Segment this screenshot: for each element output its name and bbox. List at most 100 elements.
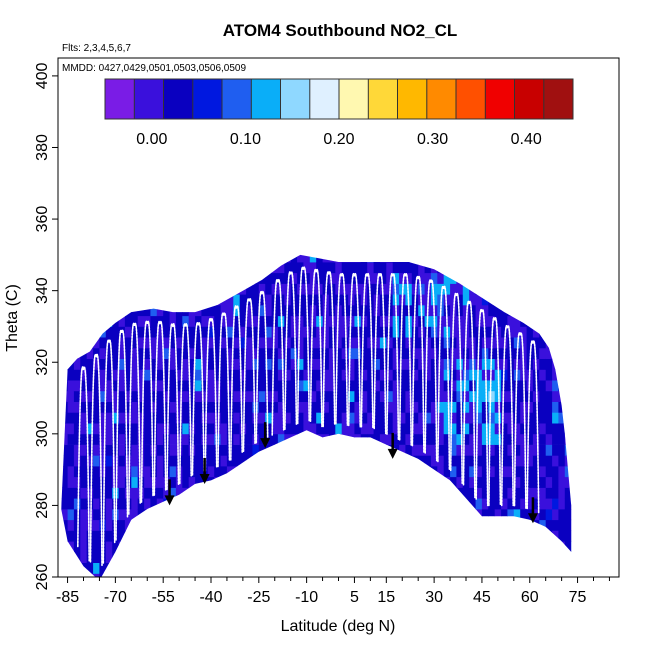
coverage-cell	[335, 241, 342, 252]
coverage-cell	[513, 530, 521, 542]
coverage-cell	[112, 541, 119, 553]
coverage-cell	[520, 272, 527, 284]
coverage-cell	[277, 509, 285, 521]
coverage-cell	[411, 433, 419, 445]
coverage-cell	[513, 412, 521, 424]
coverage-cell	[297, 401, 304, 413]
coverage-cell	[277, 487, 285, 499]
coverage-cell	[494, 283, 502, 295]
coverage-cell	[481, 390, 489, 402]
coverage-cell	[137, 519, 145, 531]
coverage-cell	[137, 412, 145, 424]
coverage-cell	[290, 498, 298, 510]
colorbar-swatch	[192, 79, 223, 119]
coverage-cell	[424, 390, 432, 402]
coverage-cell	[176, 241, 183, 252]
coverage-cell	[564, 337, 572, 349]
coverage-cell	[539, 551, 547, 563]
colorbar-swatch	[251, 79, 281, 119]
coverage-cell	[188, 412, 196, 424]
coverage-cell	[424, 466, 432, 478]
coverage-cell	[131, 380, 139, 392]
coverage-cell	[303, 401, 311, 413]
coverage-cell	[73, 337, 81, 349]
coverage-cell	[271, 455, 279, 467]
coverage-cell	[73, 294, 81, 306]
flight-profile-trace	[284, 271, 298, 430]
coverage-cell	[539, 487, 547, 499]
coverage-cell	[182, 262, 190, 274]
coverage-cell	[545, 305, 553, 317]
coverage-cell	[424, 476, 432, 488]
coverage-cell	[328, 254, 336, 263]
coverage-cell	[373, 254, 381, 263]
coverage-cell	[61, 519, 68, 531]
coverage-cell	[545, 444, 553, 456]
coverage-cell	[411, 272, 419, 284]
coverage-cell	[564, 466, 572, 478]
coverage-cell	[297, 455, 304, 467]
coverage-cell	[437, 530, 445, 542]
coverage-cell	[93, 283, 100, 295]
flight-profiles	[77, 266, 540, 567]
coverage-cell	[507, 272, 515, 284]
coverage-cell	[99, 337, 107, 349]
coverage-cell	[112, 254, 119, 263]
coverage-cell	[124, 262, 132, 274]
coverage-cell	[277, 401, 285, 413]
coverage-cell	[328, 530, 336, 542]
coverage-cell	[144, 466, 151, 478]
coverage-cell	[379, 262, 387, 274]
coverage-cell	[373, 347, 381, 359]
coverage-cell	[182, 272, 190, 284]
coverage-cell	[67, 412, 75, 424]
coverage-cell	[475, 551, 483, 563]
coverage-cell	[220, 541, 228, 553]
coverage-cell	[374, 241, 381, 252]
coverage-cell	[271, 369, 279, 381]
coverage-cell	[526, 283, 534, 295]
coverage-cell	[61, 541, 68, 553]
coverage-cell	[405, 562, 413, 574]
coverage-cell	[469, 241, 476, 252]
coverage-cell	[462, 380, 470, 392]
coverage-cell	[558, 562, 566, 574]
coverage-cell	[105, 254, 113, 263]
coverage-cell	[335, 315, 343, 327]
coverage-cell	[456, 305, 464, 317]
coverage-cell	[144, 262, 151, 274]
coverage-cell	[226, 283, 234, 295]
coverage-cell	[163, 241, 170, 252]
coverage-cell	[526, 262, 534, 274]
coverage-cell	[367, 541, 374, 553]
coverage-cell	[571, 391, 578, 402]
coverage-cell	[323, 241, 330, 252]
coverage-cell	[290, 551, 298, 563]
flight-profile-trace	[437, 285, 451, 470]
coverage-cell	[265, 509, 272, 521]
coverage-cell	[220, 380, 228, 392]
coverage-cell	[341, 369, 349, 381]
coverage-cell	[367, 562, 374, 574]
coverage-cell	[399, 433, 406, 445]
coverage-cell	[348, 369, 355, 381]
coverage-cell	[373, 326, 381, 338]
coverage-cell	[354, 573, 362, 577]
coverage-cell	[373, 541, 381, 553]
coverage-cell	[207, 498, 215, 510]
coverage-cell	[233, 390, 241, 402]
coverage-cell	[405, 444, 413, 456]
coverage-cell	[335, 487, 343, 499]
coverage-cell	[532, 455, 540, 467]
coverage-cell	[67, 551, 75, 563]
coverage-cell	[501, 423, 508, 435]
coverage-cell	[564, 509, 572, 521]
coverage-cell	[513, 433, 521, 445]
coverage-cell	[469, 551, 476, 563]
coverage-cell	[67, 466, 75, 478]
coverage-cell	[494, 272, 502, 284]
coverage-cell	[532, 487, 540, 499]
coverage-cell	[277, 412, 285, 424]
coverage-cell	[526, 423, 534, 435]
coverage-cell	[386, 519, 394, 531]
